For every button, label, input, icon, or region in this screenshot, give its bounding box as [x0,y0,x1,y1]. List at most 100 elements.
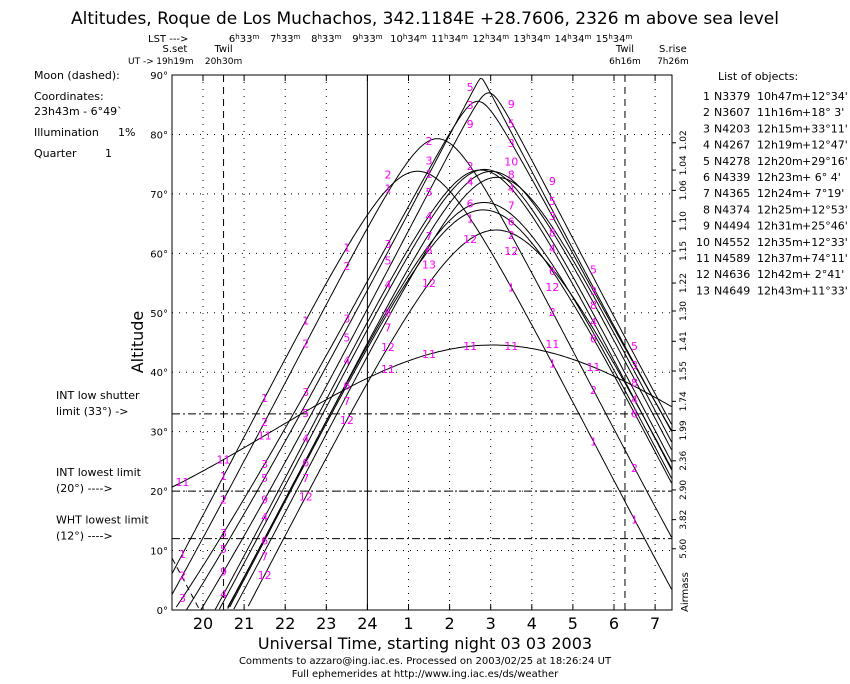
sup: m [252,33,259,41]
lst-tick-label: 13h34m [513,33,550,45]
lst-minutes: 34 [531,34,544,45]
event-name: Twil [213,44,232,55]
curve-label: 12 [340,414,354,427]
curve-N4267 [214,169,672,610]
object-dec: +12°53' [802,203,848,216]
object-id: 5 [703,155,710,168]
event-name: S.rise [659,44,687,55]
object-ra: 12h31m [757,220,803,233]
curve-label: 4 [549,243,556,256]
curve-label: 6 [426,244,433,257]
object-ra: 12h42m [757,268,803,281]
curve-N4203 [175,100,672,608]
sup: m [502,33,509,41]
lst-minutes: 34 [448,34,461,45]
curve-label: 4 [302,433,309,446]
curve-label: 7 [343,395,350,408]
curve-label: 3 [631,359,638,372]
object-name: N4203 [714,122,750,135]
curve-N4278 [186,77,672,610]
object-id: 3 [703,122,710,135]
airmass-tick-label: 1.55 [679,361,689,381]
curve-N3607 [171,138,672,595]
y-tick-label: 20° [150,487,168,498]
curve-label: 9 [549,175,556,188]
curve-label: 5 [261,472,268,485]
object-dec: + 6° 4' [802,171,841,184]
y-tick-label: 60° [150,249,168,260]
curve-label: 9 [220,566,227,579]
ut-label: UT -> [128,57,154,67]
curve-label: 4 [220,588,227,601]
y-tick-label: 50° [150,309,168,320]
sup: m [376,33,383,41]
lst-tick-label: 15h34m [596,33,633,45]
curve-label: 3 [467,99,474,112]
object-dec: +11°33' [802,284,848,297]
object-ra: 12h35m [757,236,803,249]
limit-label: INT lowest limit [56,466,142,479]
lst-minutes: 34 [613,34,626,45]
object-dec: + 2°41' [802,268,844,281]
curve-label: 2 [590,384,597,397]
sup: m [461,33,468,41]
curve-label: 3 [343,312,350,325]
curve-label: 1 [549,357,556,370]
object-dec: +33°11' [802,122,848,135]
object-id: 12 [696,268,710,281]
curve-label: 5 [343,332,350,345]
curve-N4374 [218,168,672,610]
curve-label: 1 [426,168,433,181]
sup: h [235,33,239,41]
curve-label: 12 [422,277,436,290]
curve-label: 6 [343,379,350,392]
curve-label: 11 [175,476,189,489]
curve-label: 5 [426,186,433,199]
object-id: 10 [696,236,710,249]
event-time: 20h30m [205,57,242,67]
airmass-tick-label: 2.36 [679,451,689,471]
airmass-tick-label: 1.15 [679,241,689,261]
curves [171,77,672,610]
lst-tick-label: 10h34m [390,33,427,45]
curve-label: 5 [220,543,227,556]
curve-label: 6 [384,307,391,320]
object-name: N4339 [714,171,750,184]
limit-label: INT low shutter [56,389,140,402]
limit-label: (12°) ----> [56,530,113,543]
curve-label: 11 [381,363,395,376]
object-name: N4267 [714,139,750,152]
object-id: 4 [703,139,710,152]
curve-label: 6 [302,456,309,469]
x-tick-label: 23 [316,614,336,633]
object-ra: 12h15m [757,122,803,135]
curve-label: 2 [549,306,556,319]
curve-label: 8 [508,169,515,182]
curve-label: 13 [422,258,436,271]
curve-label: 7 [426,230,433,243]
sup: m [420,33,427,41]
curve-N4649 [233,176,672,610]
curve-label: 2 [261,416,268,429]
curve-label: 12 [381,341,395,354]
object-ra: 11h16m [757,106,803,119]
curve-N4365 [227,202,672,609]
x-tick-label: 22 [275,614,295,633]
airmass-tick-label: 1.02 [679,130,689,150]
y-tick-label: 10° [150,547,168,558]
lst-tick-label: 11h34m [431,33,468,45]
curve-label: 2 [631,462,638,475]
airmass-tick-label: 1.10 [679,211,689,231]
object-ra: 12h24m [757,187,803,200]
curve-label: 4 [426,210,433,223]
x-tick-label: 6 [609,614,619,633]
object-id: 8 [703,203,710,216]
x-tick-label: 7 [650,614,660,633]
y-tick-label: 0° [157,606,168,617]
lst-minutes: 34 [407,34,420,45]
curve-label: 11 [504,340,518,353]
curve-label: 3 [261,458,268,471]
sup: h [485,33,489,41]
object-ra: 12h19m [757,139,803,152]
